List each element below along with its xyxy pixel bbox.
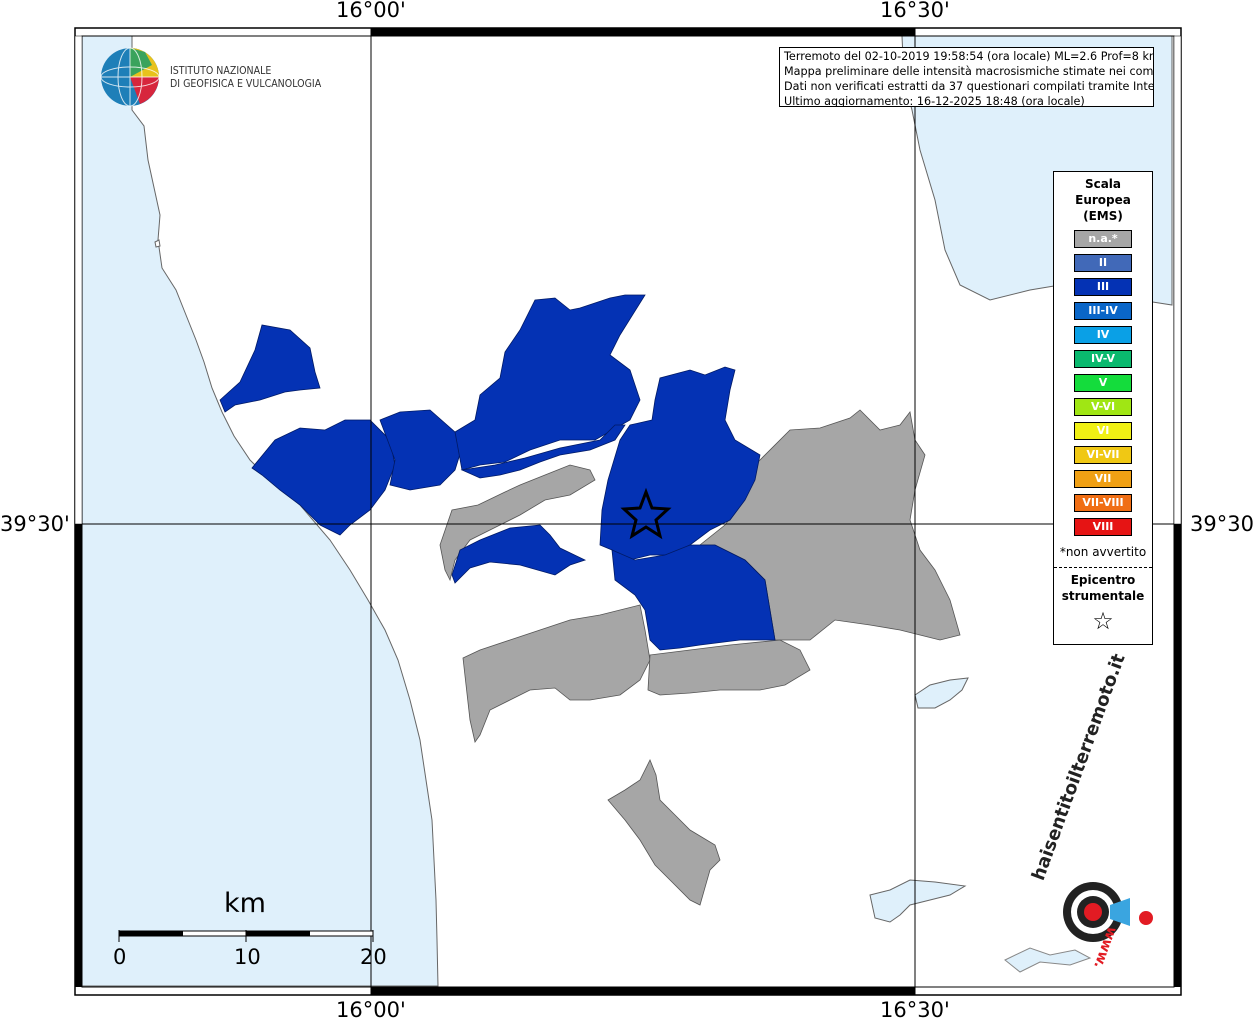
info-line4: Ultimo aggiornamento: 16-12-2025 18:48 (… [784, 95, 1085, 107]
scale-bar [118, 930, 374, 942]
legend-item: III [1074, 278, 1132, 296]
epicenter-line2: strumentale [1061, 589, 1145, 603]
haisentito-logo [1004, 882, 1153, 973]
coord-top-right: 16°30' [880, 0, 950, 22]
legend-item: V-VI [1074, 398, 1132, 416]
lake-2 [869, 879, 967, 923]
scale-tick-20: 20 [360, 945, 387, 969]
legend-item: VII-VIII [1074, 494, 1132, 512]
epicenter-line1: Epicentro [1070, 573, 1136, 587]
islet [154, 239, 161, 248]
legend-item: IV-V [1074, 350, 1132, 368]
lake-1 [914, 677, 969, 709]
coord-right-lat: 39°30' [1190, 512, 1255, 536]
legend-note: *non avvertito [1059, 545, 1147, 559]
legend-item: VII [1074, 470, 1132, 488]
legend-title-1: Scala [1084, 177, 1122, 191]
legend-title: Scala Europea (EMS) [1054, 176, 1152, 224]
graticule [75, 28, 1181, 995]
coord-bottom-left: 16°00' [336, 998, 406, 1022]
legend-item: V [1074, 374, 1132, 392]
info-line1: Terremoto del 02-10-2019 19:58:54 (ora l… [784, 50, 1154, 63]
legend-epicenter-label: Epicentro strumentale [1054, 572, 1152, 604]
legend-title-3: (EMS) [1083, 209, 1123, 223]
epicenter-star [620, 487, 672, 540]
info-line3: Dati non verificati estratti da 37 quest… [784, 80, 1154, 93]
legend-item: VI-VII [1074, 446, 1132, 464]
ems-legend: Scala Europea (EMS) n.a.* II III III-IV … [1053, 171, 1153, 645]
legend-item: II [1074, 254, 1132, 272]
ingv-line1: ISTITUTO NAZIONALE [170, 64, 272, 77]
info-line2: Mappa preliminare delle intensità macros… [784, 65, 1154, 78]
scale-unit: km [224, 888, 266, 919]
legend-item: III-IV [1074, 302, 1132, 320]
coord-left-lat: 39°30' [0, 512, 70, 536]
coord-top-left: 16°00' [336, 0, 406, 22]
municipalities-intensity-III [219, 294, 776, 651]
municipalities-not-available [439, 409, 961, 906]
legend-item: VI [1074, 422, 1132, 440]
legend-item: VIII [1074, 518, 1132, 536]
legend-item: IV [1074, 326, 1132, 344]
star-outline-icon: ☆ [1092, 607, 1114, 635]
ingv-line2: DI GEOFISICA E VULCANOLOGIA [170, 77, 322, 90]
ingv-logo-text: ISTITUTO NAZIONALE DI GEOFISICA E VULCAN… [170, 64, 321, 90]
event-info-box: Terremoto del 02-10-2019 19:58:54 (ora l… [779, 47, 1154, 107]
legend-item: n.a.* [1074, 230, 1132, 248]
legend-separator [1054, 567, 1152, 568]
map-frame [74, 27, 1182, 996]
scale-tick-10: 10 [234, 945, 261, 969]
legend-title-2: Europea [1075, 193, 1131, 207]
coord-bottom-right: 16°30' [880, 998, 950, 1022]
ingv-globe-logo [100, 47, 160, 107]
scale-tick-0: 0 [113, 945, 127, 969]
